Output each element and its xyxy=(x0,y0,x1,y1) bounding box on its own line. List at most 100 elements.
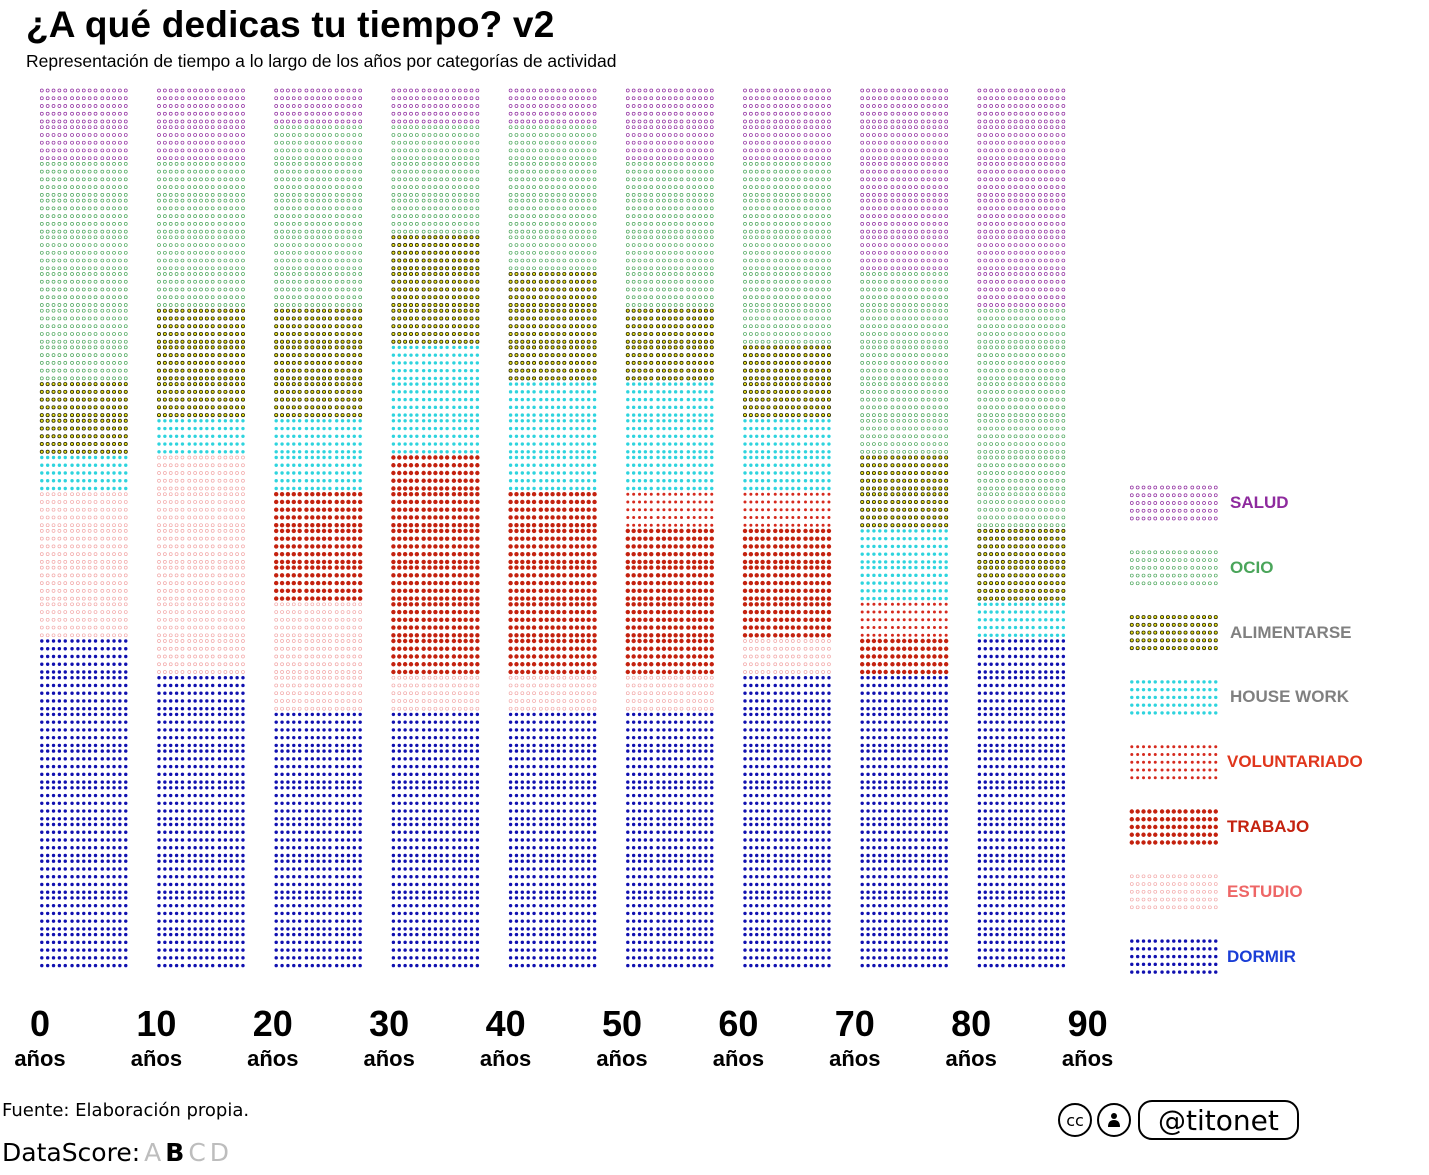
waffle-block-estudio xyxy=(39,492,128,528)
waffle-block-dormir xyxy=(157,822,245,858)
waffle-block-ocio xyxy=(860,308,949,344)
legend-label-alimentarse: ALIMENTARSE xyxy=(1230,622,1352,642)
waffle-block-dormir xyxy=(977,676,1066,711)
tick-label: 50 años xyxy=(567,1004,677,1074)
waffle-block-dormir xyxy=(1130,939,1218,974)
waffle-block-house_work xyxy=(508,382,597,417)
waffle-block-salud xyxy=(860,198,949,234)
waffle-block-dormir xyxy=(860,712,948,748)
waffle-block-estudio xyxy=(508,675,597,711)
tick-unit: años xyxy=(712,1046,765,1071)
waffle-block-dormir xyxy=(508,822,597,858)
waffle-column-10 xyxy=(156,88,245,968)
waffle-block-estudio xyxy=(391,675,480,711)
tick-number: 30 xyxy=(369,1003,410,1044)
waffle-block-trabajo xyxy=(508,528,597,565)
waffle-block-dormir xyxy=(626,822,714,858)
waffle-block-salud xyxy=(743,125,831,161)
source-note: Fuente: Elaboración propia. xyxy=(2,1100,250,1121)
waffle-block-estudio xyxy=(274,675,363,711)
waffle-block-dormir xyxy=(743,822,831,858)
waffle-block-ocio xyxy=(157,235,245,271)
tick-number: 80 xyxy=(951,1003,992,1044)
waffle-block-dormir xyxy=(157,859,245,894)
tick-number: 10 xyxy=(136,1003,177,1044)
waffle-block-trabajo xyxy=(391,565,480,601)
waffle-block-dormir xyxy=(391,712,480,748)
waffle-block-trabajo xyxy=(391,492,480,528)
waffle-block-alimentarse xyxy=(625,345,714,381)
legend-swatch-estudio xyxy=(1129,874,1218,910)
datascore-grade: D xyxy=(209,1138,230,1167)
tick-unit: años xyxy=(247,1046,299,1071)
waffle-block-dormir xyxy=(860,822,948,858)
waffle-block-ocio xyxy=(860,272,949,307)
waffle-column-20 xyxy=(274,88,363,968)
tick-label: 60 años xyxy=(683,1004,793,1074)
waffle-block-ocio xyxy=(39,162,128,197)
waffle-block-ocio xyxy=(977,345,1066,381)
waffle-block-salud xyxy=(977,235,1066,271)
waffle-block-dormir xyxy=(860,676,948,711)
legend-swatch-trabajo xyxy=(1129,809,1218,845)
waffle-block-dormir xyxy=(157,749,245,784)
waffle-block-dormir xyxy=(508,896,597,931)
waffle-block-ocio xyxy=(1129,550,1218,586)
waffle-block-ocio xyxy=(625,198,714,234)
datascore-grade: C xyxy=(188,1138,206,1167)
waffle-block-dormir xyxy=(274,932,362,968)
waffle-block-alimentarse xyxy=(977,565,1066,601)
waffle-block-dormir xyxy=(626,859,714,894)
waffle-block-alimentarse xyxy=(743,345,831,381)
waffle-block-dormir xyxy=(977,749,1066,784)
waffle-block-trabajo xyxy=(625,565,714,601)
waffle-block-ocio xyxy=(860,345,949,381)
waffle-block-ocio xyxy=(39,308,128,344)
waffle-block-alimentarse xyxy=(391,271,480,307)
waffle-block-dormir xyxy=(743,932,831,968)
waffle-block-trabajo xyxy=(625,638,714,675)
waffle-block-alimentarse xyxy=(508,308,597,344)
waffle-block-ocio xyxy=(625,162,714,197)
waffle-block-dormir xyxy=(743,896,831,931)
waffle-block-alimentarse xyxy=(860,492,949,528)
waffle-block-dormir xyxy=(508,932,597,968)
waffle-block-dormir xyxy=(508,859,597,894)
waffle-block-trabajo xyxy=(274,565,363,601)
waffle-block-dormir xyxy=(977,859,1066,894)
waffle-block-ocio xyxy=(977,382,1066,417)
waffle-block-alimentarse xyxy=(274,345,363,381)
waffle-block-estudio xyxy=(625,675,714,711)
waffle-block-alimentarse xyxy=(743,382,831,418)
waffle-block-alimentarse xyxy=(156,345,245,381)
waffle-block-dormir xyxy=(391,822,480,858)
waffle-block-dormir xyxy=(860,749,948,784)
waffle-block-dormir xyxy=(391,749,480,784)
waffle-block-salud xyxy=(977,88,1066,124)
legend-swatch-dormir xyxy=(1130,939,1218,974)
waffle-block-dormir xyxy=(274,859,362,894)
waffle-block-dormir xyxy=(157,676,245,711)
waffle-block-house_work xyxy=(626,419,714,454)
chart-subtitle: Representación de tiempo a lo largo de l… xyxy=(26,51,617,71)
waffle-block-estudio xyxy=(157,529,245,564)
waffle-block-salud xyxy=(157,88,245,124)
waffle-block-alimentarse xyxy=(977,528,1066,564)
waffle-block-trabajo xyxy=(742,565,832,601)
waffle-block-dormir xyxy=(274,896,362,931)
waffle-block-dormir xyxy=(860,786,948,821)
waffle-block-salud xyxy=(860,162,949,197)
waffle-block-estudio xyxy=(39,602,128,638)
waffle-block-house_work xyxy=(508,419,597,454)
waffle-block-dormir xyxy=(743,676,831,711)
tick-unit: años xyxy=(829,1046,881,1071)
tick-label: 70 años xyxy=(800,1004,910,1074)
waffle-block-dormir xyxy=(40,786,128,821)
author-handle[interactable]: @titonet xyxy=(1138,1100,1299,1140)
tick-unit: años xyxy=(14,1046,66,1071)
waffle-block-ocio xyxy=(508,235,597,271)
cc-icon: cc xyxy=(1058,1103,1092,1137)
waffle-block-salud xyxy=(977,198,1066,234)
waffle-block-salud xyxy=(625,88,714,124)
